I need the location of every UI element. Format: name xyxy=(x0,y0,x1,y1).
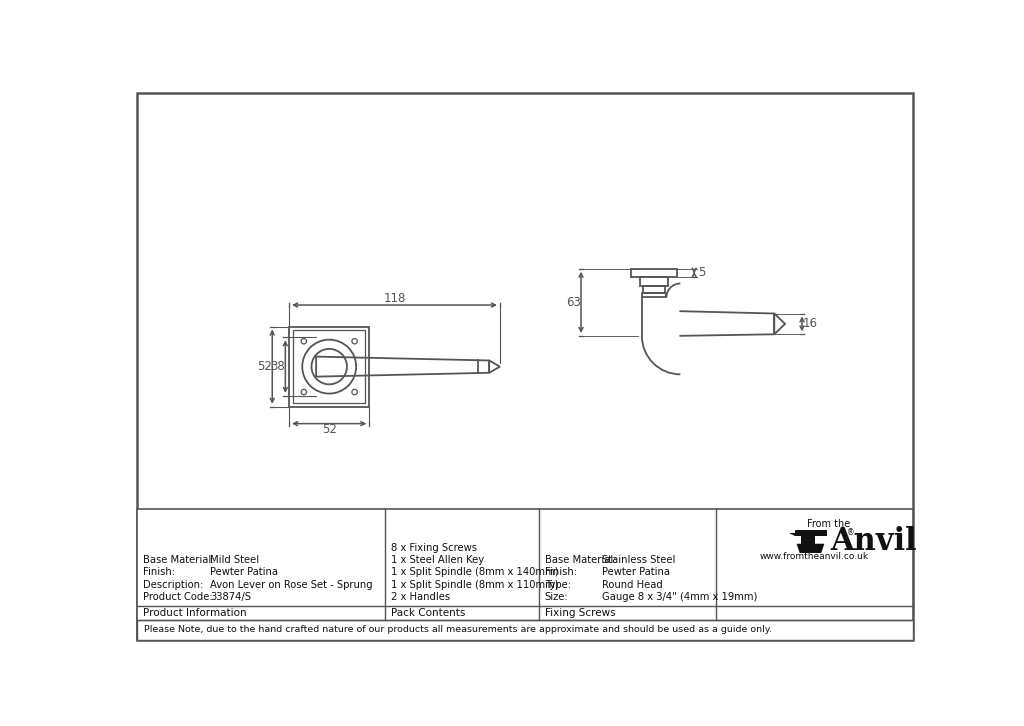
Text: Finish:: Finish: xyxy=(545,567,577,577)
Text: 2 x Handles: 2 x Handles xyxy=(391,592,450,602)
Text: Avon Lever on Rose Set - Sprung: Avon Lever on Rose Set - Sprung xyxy=(210,579,373,590)
Text: 8 x Fixing Screws: 8 x Fixing Screws xyxy=(391,542,477,552)
Text: 1 x Steel Allen Key: 1 x Steel Allen Key xyxy=(391,555,484,565)
Text: 33874/S: 33874/S xyxy=(210,592,251,602)
Text: Pewter Patina: Pewter Patina xyxy=(602,567,670,577)
Polygon shape xyxy=(797,544,824,553)
Text: 1 x Split Spindle (8mm x 110mm): 1 x Split Spindle (8mm x 110mm) xyxy=(391,579,558,590)
Bar xyxy=(631,269,677,277)
Text: Base Material:: Base Material: xyxy=(545,555,616,565)
Bar xyxy=(137,620,912,640)
Bar xyxy=(640,277,668,286)
Bar xyxy=(137,509,912,640)
Text: Base Material:: Base Material: xyxy=(143,555,214,565)
Bar xyxy=(795,530,827,536)
Polygon shape xyxy=(788,533,795,536)
Text: 118: 118 xyxy=(383,293,406,306)
Bar xyxy=(801,536,815,544)
Text: Round Head: Round Head xyxy=(602,579,663,590)
Text: Size:: Size: xyxy=(545,592,568,602)
Text: 52: 52 xyxy=(322,423,337,436)
Text: Stainless Steel: Stainless Steel xyxy=(602,555,675,565)
Text: Anvil: Anvil xyxy=(830,526,918,557)
Text: Mild Steel: Mild Steel xyxy=(210,555,259,565)
Text: Pack Contents: Pack Contents xyxy=(391,608,465,618)
Text: Product Code:: Product Code: xyxy=(143,592,213,602)
Text: Description:: Description: xyxy=(143,579,203,590)
Text: 1 x Split Spindle (8mm x 140mm): 1 x Split Spindle (8mm x 140mm) xyxy=(391,567,558,577)
Text: ®: ® xyxy=(847,529,854,537)
Bar xyxy=(293,330,366,403)
Text: Fixing Screws: Fixing Screws xyxy=(545,608,615,618)
Bar xyxy=(642,293,667,298)
Text: 16: 16 xyxy=(802,317,817,330)
Text: Please Note, due to the hand crafted nature of our products all measurements are: Please Note, due to the hand crafted nat… xyxy=(144,626,772,635)
Text: Finish:: Finish: xyxy=(143,567,175,577)
Text: 38: 38 xyxy=(270,360,285,373)
Text: 5: 5 xyxy=(698,266,706,280)
Bar xyxy=(289,327,370,407)
Text: Pewter Patina: Pewter Patina xyxy=(210,567,278,577)
Text: Product Information: Product Information xyxy=(143,608,247,618)
Text: 63: 63 xyxy=(566,295,581,309)
Text: From the: From the xyxy=(807,518,850,529)
Text: Gauge 8 x 3/4" (4mm x 19mm): Gauge 8 x 3/4" (4mm x 19mm) xyxy=(602,592,757,602)
Text: 52: 52 xyxy=(257,360,272,373)
Bar xyxy=(643,286,665,293)
Text: www.fromtheanvil.co.uk: www.fromtheanvil.co.uk xyxy=(760,552,869,560)
Text: Type:: Type: xyxy=(545,579,570,590)
